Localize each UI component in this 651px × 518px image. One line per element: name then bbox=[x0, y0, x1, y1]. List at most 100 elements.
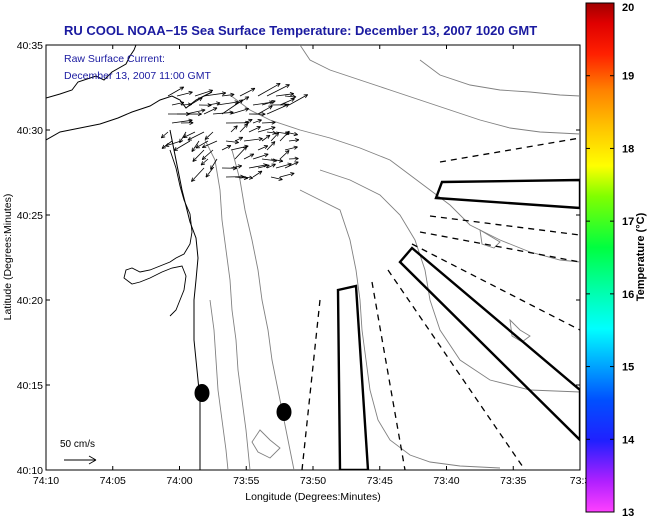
current-vector-head bbox=[230, 92, 235, 95]
scale-label: 50 cm/s bbox=[60, 439, 95, 450]
current-vector-head bbox=[242, 146, 247, 149]
x-tick-label: 73:35 bbox=[500, 475, 526, 487]
current-vector bbox=[279, 172, 295, 178]
current-vector bbox=[261, 100, 276, 106]
current-vector-head bbox=[248, 177, 253, 180]
mooring-marker bbox=[194, 384, 210, 402]
current-vector-head bbox=[285, 130, 290, 133]
current-vector-head bbox=[238, 99, 243, 101]
current-vector-head bbox=[279, 158, 284, 162]
y-tick-label: 40:35 bbox=[17, 40, 43, 52]
current-vector-head bbox=[264, 153, 269, 158]
current-vector-head bbox=[187, 136, 191, 141]
current-vector-head bbox=[189, 120, 194, 124]
current-vector-head bbox=[205, 173, 208, 178]
current-vector-head bbox=[209, 89, 213, 94]
current-vector bbox=[161, 131, 169, 139]
current-vector-head bbox=[202, 158, 207, 160]
x-tick-label: 74:10 bbox=[33, 475, 59, 487]
current-vector bbox=[257, 105, 273, 115]
current-vector bbox=[270, 132, 280, 142]
current-vector-head bbox=[265, 164, 270, 169]
current-vector-head bbox=[293, 145, 298, 148]
current-vector bbox=[225, 140, 239, 143]
current-vector bbox=[239, 123, 249, 133]
current-vector-head bbox=[161, 147, 167, 149]
current-vector-head bbox=[279, 176, 283, 180]
current-vector-head bbox=[265, 164, 270, 166]
current-vector bbox=[252, 170, 263, 178]
current-vector-head bbox=[201, 155, 205, 160]
current-vector bbox=[266, 163, 276, 169]
colorbar-tick-label: 18 bbox=[622, 143, 634, 155]
current-vector bbox=[234, 136, 243, 142]
current-vector-head bbox=[252, 88, 256, 92]
current-vector bbox=[167, 86, 184, 97]
current-vector bbox=[266, 131, 277, 134]
current-vector-head bbox=[192, 157, 195, 162]
current-vector bbox=[221, 99, 244, 115]
current-vector-head bbox=[286, 84, 290, 89]
current-vector-head bbox=[287, 150, 290, 155]
current-vector-head bbox=[230, 94, 235, 97]
current-vector-head bbox=[245, 108, 250, 112]
current-vector-head bbox=[195, 144, 199, 149]
current-vector-head bbox=[261, 113, 266, 117]
y-tick-label: 40:10 bbox=[17, 465, 43, 477]
current-vector-head bbox=[191, 179, 196, 182]
current-vector-head bbox=[160, 134, 164, 139]
current-vector-head bbox=[251, 153, 255, 158]
current-vector bbox=[279, 150, 290, 160]
current-vector bbox=[203, 92, 226, 97]
current-vector bbox=[221, 94, 235, 97]
current-vector bbox=[288, 139, 299, 142]
current-vector-head bbox=[267, 135, 271, 139]
current-vector-head bbox=[189, 91, 193, 95]
current-vector-head bbox=[289, 92, 294, 95]
current-vector bbox=[252, 119, 262, 124]
current-vector-head bbox=[257, 126, 261, 130]
current-vector bbox=[171, 101, 184, 106]
current-vector bbox=[279, 98, 295, 106]
current-vector-head bbox=[214, 107, 218, 112]
current-vector-head bbox=[234, 100, 239, 103]
current-vector bbox=[261, 158, 277, 162]
current-vector bbox=[261, 134, 271, 142]
current-vector bbox=[201, 149, 214, 160]
current-vector-head bbox=[201, 144, 206, 148]
current-vector-head bbox=[294, 158, 299, 161]
current-vector bbox=[191, 167, 205, 182]
current-vector-head bbox=[246, 96, 250, 101]
current-vector bbox=[176, 91, 193, 97]
current-vector-head bbox=[292, 94, 297, 98]
current-vector-head bbox=[229, 110, 234, 113]
current-vector bbox=[185, 109, 206, 115]
colorbar-tick-label: 14 bbox=[622, 434, 635, 446]
current-vector bbox=[192, 149, 205, 162]
current-vector bbox=[183, 131, 196, 138]
current-vector bbox=[243, 153, 254, 160]
current-vector-head bbox=[240, 99, 244, 104]
current-vector bbox=[165, 140, 182, 147]
current-vector-head bbox=[295, 161, 299, 166]
bathymetry-contours bbox=[204, 45, 580, 470]
current-vector-head bbox=[245, 146, 248, 151]
x-tick-label: 73:3 bbox=[570, 475, 591, 487]
current-vector bbox=[191, 140, 200, 152]
current-vector-head bbox=[285, 150, 290, 153]
current-vector bbox=[180, 103, 192, 106]
current-vector-head bbox=[183, 134, 187, 138]
current-vector-head bbox=[201, 108, 206, 111]
current-vector-head bbox=[243, 123, 248, 126]
current-vector-head bbox=[272, 100, 276, 104]
current-vector-head bbox=[191, 147, 193, 152]
current-vector-head bbox=[305, 94, 309, 99]
current-vector-head bbox=[200, 161, 204, 166]
colorbar-tick-label: 16 bbox=[622, 289, 634, 301]
current-vector bbox=[266, 103, 290, 115]
current-vector bbox=[279, 130, 290, 142]
current-vector-head bbox=[221, 91, 226, 94]
current-vector-head bbox=[234, 142, 239, 145]
x-tick-label: 74:05 bbox=[100, 475, 126, 487]
coastline bbox=[46, 45, 213, 470]
